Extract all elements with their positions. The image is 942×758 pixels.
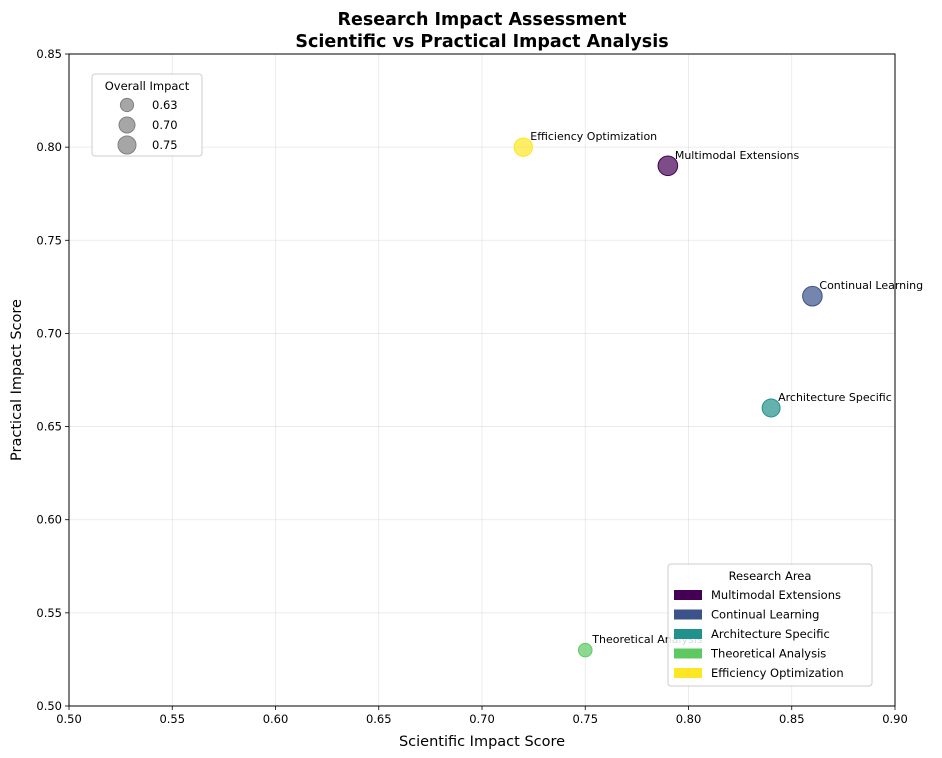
color-legend-label: Architecture Specific [711, 627, 830, 641]
chart-title: Research Impact Assessment [338, 10, 627, 30]
color-legend-swatch [674, 629, 702, 639]
color-legend-label: Efficiency Optimization [711, 666, 844, 680]
point-label: Multimodal Extensions [675, 149, 800, 162]
x-tick-label: 0.85 [779, 712, 805, 726]
y-tick-label: 0.85 [36, 47, 62, 61]
x-tick-label: 0.90 [882, 712, 908, 726]
chart-subtitle: Scientific vs Practical Impact Analysis [295, 32, 668, 52]
x-tick-label: 0.55 [159, 712, 185, 726]
size-legend: Overall Impact 0.63 0.70 0.75 [91, 73, 203, 157]
color-legend-label: Theoretical Analysis [710, 647, 826, 661]
color-legend-swatch [674, 609, 702, 620]
x-tick-label: 0.70 [469, 712, 495, 726]
point-label: Continual Learning [819, 279, 923, 292]
color-legend-swatch [674, 648, 702, 659]
x-tick-label: 0.60 [263, 712, 289, 726]
scatter-point [513, 137, 533, 157]
size-legend-marker [118, 116, 136, 134]
scatter-point [657, 155, 679, 177]
size-legend-marker [117, 135, 137, 155]
y-tick-label: 0.65 [36, 420, 62, 434]
y-tick-label: 0.75 [36, 233, 62, 247]
size-legend-frame [91, 73, 203, 157]
size-legend-label: 0.75 [152, 138, 178, 152]
y-tick-label: 0.55 [36, 606, 62, 620]
size-legend-label: 0.70 [152, 118, 178, 132]
color-legend-frame [667, 563, 873, 687]
color-legend-swatch [674, 668, 702, 678]
x-tick-label: 0.65 [366, 712, 392, 726]
point-annotations: Multimodal Extensions Continual Learning A… [530, 130, 923, 646]
size-legend-title: Overall Impact [105, 79, 190, 93]
x-tick-label: 0.80 [676, 712, 702, 726]
color-legend: Research Area Multimodal Extensions Conti… [667, 563, 873, 687]
size-legend-label: 0.63 [152, 98, 178, 112]
point-label: Efficiency Optimization [530, 130, 657, 143]
scatter-point [761, 398, 781, 418]
x-tick-label: 0.75 [572, 712, 598, 726]
data-points [513, 137, 823, 658]
color-legend-label: Continual Learning [711, 608, 819, 622]
size-legend-marker [119, 97, 135, 113]
y-axis-label: Practical Impact Score [9, 299, 25, 461]
axis-ticks: 0.50 0.55 0.60 0.65 0.70 0.75 0.80 0.85 0.90 0.50… [36, 47, 907, 726]
y-tick-label: 0.50 [36, 699, 62, 713]
x-tick-label: 0.50 [56, 712, 82, 726]
color-legend-swatch [674, 590, 702, 600]
y-tick-label: 0.70 [36, 326, 62, 340]
point-label: Architecture Specific [778, 391, 892, 404]
y-tick-label: 0.60 [36, 513, 62, 527]
color-legend-title: Research Area [729, 569, 812, 583]
y-tick-label: 0.80 [36, 140, 62, 154]
x-axis-label: Scientific Impact Score [399, 734, 565, 750]
color-legend-label: Multimodal Extensions [711, 588, 841, 602]
scatter-point [577, 642, 593, 658]
scatter-point [802, 285, 823, 307]
